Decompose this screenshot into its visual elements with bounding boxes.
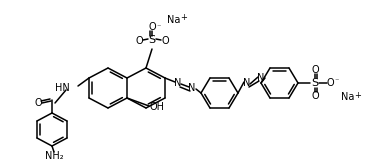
Text: N: N — [257, 73, 265, 83]
Text: Na: Na — [167, 15, 181, 25]
Text: O: O — [135, 36, 143, 46]
Text: O: O — [34, 98, 42, 108]
Text: O: O — [326, 78, 334, 88]
Text: S: S — [149, 35, 155, 45]
Text: N: N — [174, 78, 182, 88]
Text: +: + — [354, 91, 361, 100]
Text: OH: OH — [150, 102, 165, 112]
Text: O: O — [311, 65, 319, 75]
Text: ⁻: ⁻ — [157, 22, 161, 31]
Text: ⁻: ⁻ — [335, 76, 339, 85]
Text: N: N — [188, 83, 196, 93]
Text: O: O — [148, 22, 156, 32]
Text: S: S — [311, 78, 319, 88]
Text: N: N — [243, 78, 251, 88]
Text: HN: HN — [55, 83, 70, 93]
Text: O: O — [311, 91, 319, 101]
Text: O: O — [161, 36, 169, 46]
Text: +: + — [181, 13, 188, 22]
Text: Na: Na — [341, 92, 355, 102]
Text: NH₂: NH₂ — [45, 151, 63, 161]
